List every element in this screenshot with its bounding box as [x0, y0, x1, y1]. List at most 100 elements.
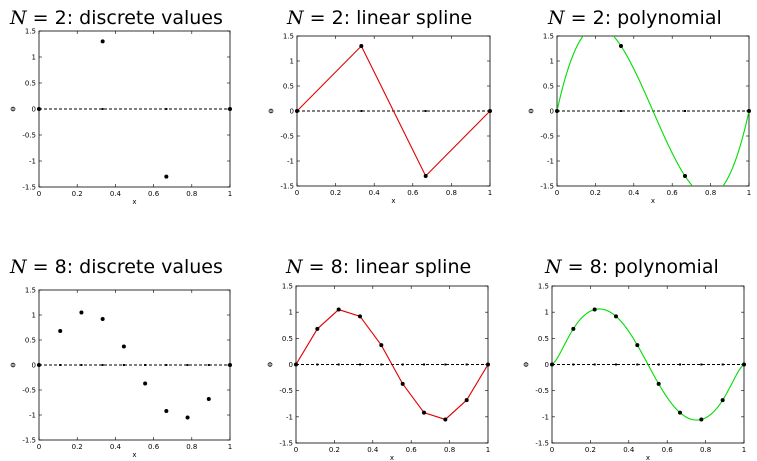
grid-node-marker	[316, 363, 319, 366]
chart-title-text: = 8: polynomial	[562, 256, 719, 278]
data-point	[555, 109, 559, 113]
y-axis-label: Φ	[10, 106, 16, 114]
x-tick-label: 0.6	[148, 190, 160, 198]
x-tick-label: 0	[37, 443, 41, 451]
grid-node-marker	[684, 110, 687, 112]
y-tick-label: -1	[287, 158, 294, 166]
grid-node-marker	[657, 363, 660, 366]
y-tick-label: 1	[32, 54, 36, 62]
grid-node-marker	[444, 363, 447, 366]
data-point	[571, 326, 576, 331]
x-tick-label: 0.4	[110, 190, 122, 198]
grid-node-marker	[186, 364, 189, 366]
y-tick-label: 1	[550, 58, 554, 66]
data-point	[635, 343, 640, 348]
chart-title-var: N	[286, 7, 305, 29]
x-tick-label: 0	[295, 189, 299, 197]
chart-title-var: N	[547, 7, 566, 29]
x-tick-label: 0	[550, 446, 554, 454]
x-tick-label: 0.2	[329, 446, 340, 454]
chart-title-text: = 2: linear spline	[304, 7, 473, 29]
x-axis-label: x	[132, 198, 136, 206]
y-tick-label: 0	[32, 362, 36, 370]
x-axis-label: x	[391, 197, 395, 205]
y-tick-label: -1.5	[22, 184, 36, 192]
x-tick-label: 0.8	[186, 190, 197, 198]
x-tick-label: 1	[742, 446, 746, 454]
grid-node-marker	[360, 110, 363, 112]
grid-node-marker	[380, 363, 383, 366]
y-axis-label: Φ	[267, 361, 273, 369]
grid-node-marker	[101, 364, 104, 366]
data-point	[488, 109, 492, 113]
grid-node-marker	[80, 364, 83, 366]
y-tick-label: 1.5	[25, 287, 36, 295]
data-point	[464, 398, 469, 403]
x-tick-label: 0.2	[590, 189, 601, 197]
grid-node-marker	[593, 363, 596, 366]
y-tick-label: 1	[290, 58, 294, 66]
x-tick-label: 0.2	[330, 189, 341, 197]
chart-panel-4: N = 8: discrete values 1.5 1 0.5 0 -0.5 -1 -1.5…	[9, 256, 232, 459]
y-tick-label: 1.5	[282, 283, 293, 291]
x-tick-label: 0.4	[369, 189, 381, 197]
y-tick-label: 1.5	[283, 33, 294, 41]
grid-node-marker	[337, 363, 340, 366]
data-point	[206, 397, 211, 401]
grid-node-marker	[465, 363, 468, 366]
spline-line	[296, 308, 488, 421]
chart-title: N = 2: polynomial	[547, 7, 722, 29]
chart-title: N = 8: polynomial	[544, 256, 719, 278]
x-tick-label: 0	[555, 189, 559, 197]
x-axis-label: x	[646, 454, 650, 461]
y-tick-label: 0	[550, 108, 554, 116]
x-axis-label: x	[390, 454, 394, 461]
x-tick-label: 0.4	[628, 189, 640, 197]
grid-node-marker	[401, 363, 404, 366]
y-tick-label: -1.5	[22, 437, 36, 445]
grid-node-marker	[619, 110, 622, 112]
y-tick-label: -1.5	[535, 440, 549, 448]
x-tick-label: 0.8	[186, 443, 197, 451]
data-point	[164, 174, 169, 179]
grid-node-marker	[572, 363, 575, 366]
y-tick-label: -1	[547, 158, 554, 166]
x-tick-label: 0.8	[705, 189, 716, 197]
y-tick-label: 1.5	[538, 283, 549, 291]
polynomial-curve	[557, 36, 749, 186]
spline-line	[297, 45, 490, 177]
y-tick-label: 0	[289, 361, 293, 369]
data-point	[400, 381, 405, 386]
chart-title-text: = 2: discrete values	[27, 7, 223, 29]
data-point	[295, 109, 299, 113]
grid-node-marker	[144, 364, 147, 366]
y-tick-label: 0.5	[543, 83, 554, 91]
data-point	[592, 307, 597, 312]
y-tick-label: 1.5	[25, 28, 36, 36]
x-tick-label: 1	[228, 443, 232, 451]
x-tick-label: 0.6	[667, 189, 679, 197]
data-point	[336, 307, 341, 312]
data-point	[683, 174, 688, 178]
y-tick-label: 0.5	[283, 83, 294, 91]
data-point	[359, 44, 364, 48]
y-tick-label: 0	[290, 108, 294, 116]
y-axis-label: Φ	[268, 108, 274, 116]
y-tick-label: 1	[32, 312, 36, 320]
x-tick-label: 0.2	[72, 190, 83, 198]
y-tick-label: 1	[545, 309, 549, 317]
y-tick-label: 0.5	[25, 337, 36, 345]
data-point	[121, 344, 126, 349]
data-point	[618, 44, 623, 48]
grid-node-marker	[165, 108, 168, 110]
y-tick-label: -1	[29, 412, 36, 420]
data-point	[747, 109, 751, 113]
data-point	[164, 409, 169, 413]
data-point	[720, 398, 725, 403]
y-tick-label: -1.5	[279, 440, 293, 448]
y-tick-label: 1	[289, 309, 293, 317]
x-tick-label: 0.8	[446, 189, 457, 197]
